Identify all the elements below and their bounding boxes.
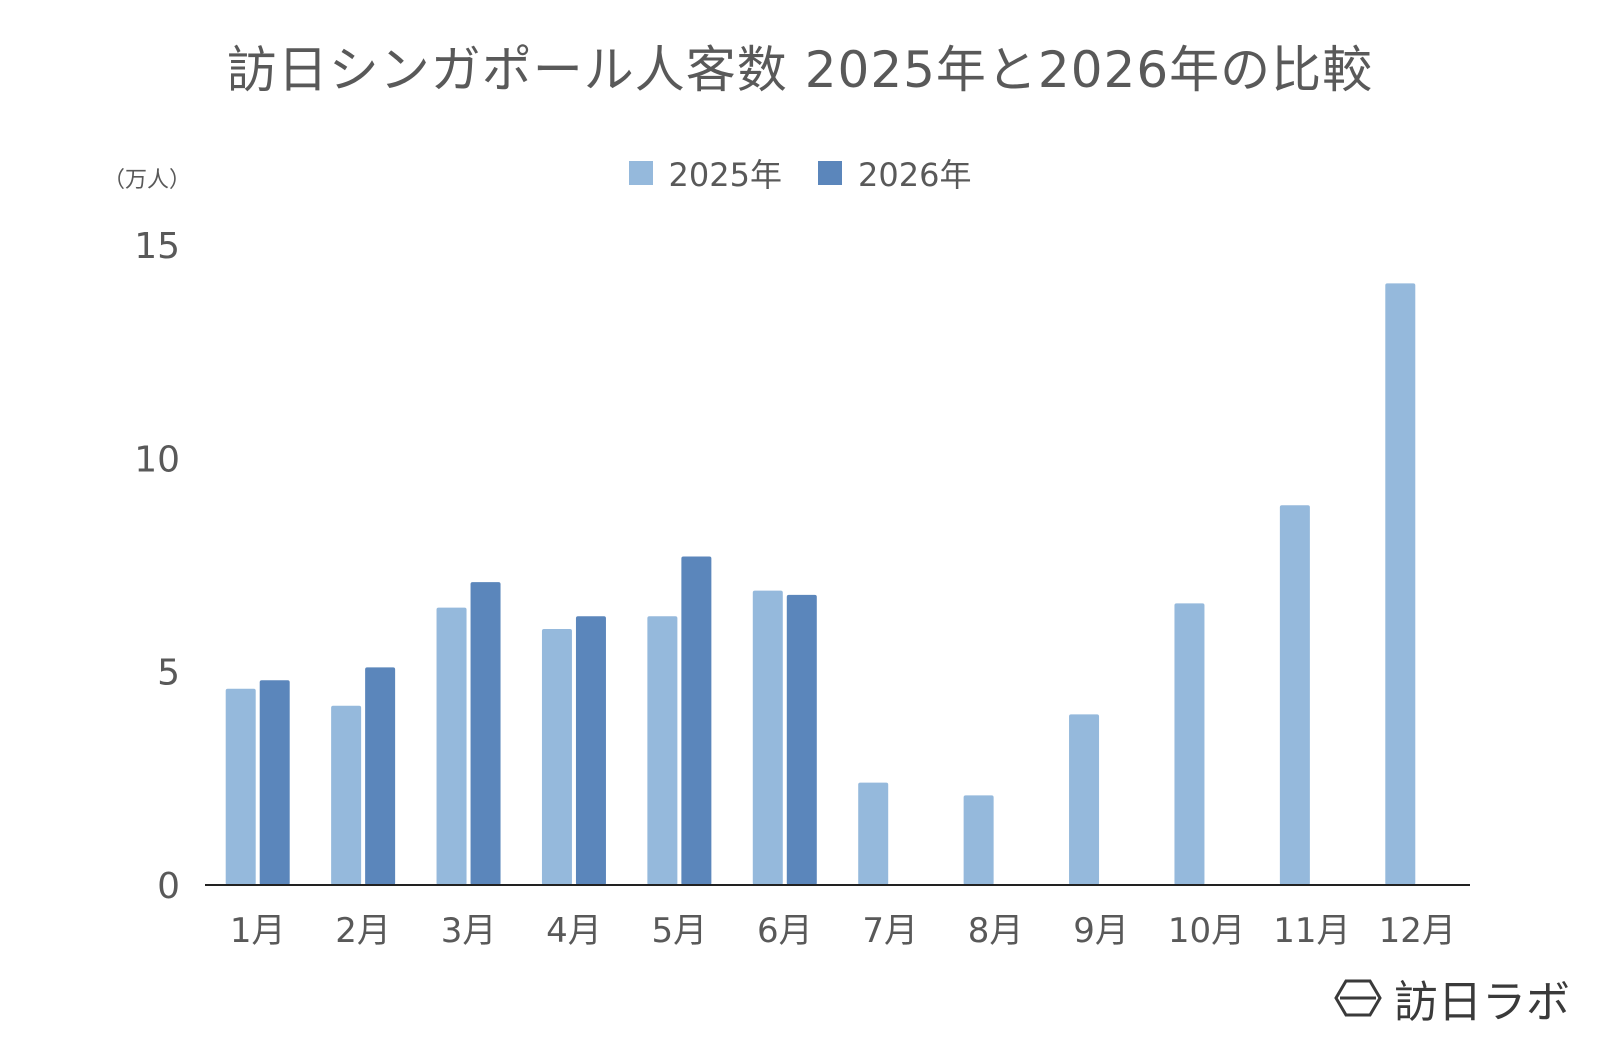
bar-2025年-5月 — [647, 616, 678, 885]
watermark-logo: 訪日ラボ — [1334, 966, 1570, 1030]
bar-2025年-7月 — [858, 782, 889, 885]
x-tick-label: 4月 — [546, 911, 602, 951]
legend-item-2025: 2025年 — [628, 150, 782, 196]
x-tick-label: 6月 — [757, 911, 813, 951]
legend-swatch-2026 — [818, 161, 842, 185]
bar-2025年-8月 — [963, 795, 994, 885]
bar-2026年-6月 — [786, 594, 817, 885]
x-tick-label: 1月 — [230, 911, 286, 951]
bar-2025年-12月 — [1385, 283, 1416, 885]
bar-2026年-5月 — [681, 556, 712, 885]
x-tick-label: 10月 — [1168, 911, 1245, 951]
hexagon-logo-icon — [1334, 979, 1382, 1017]
x-tick-label: 11月 — [1273, 911, 1350, 951]
bar-2026年-3月 — [470, 582, 501, 885]
bar-2025年-4月 — [541, 629, 572, 885]
x-tick-label: 12月 — [1379, 911, 1456, 951]
chart-title: 訪日シンガポール人客数 2025年と2026年の比較 — [226, 41, 1374, 99]
bar-2025年-3月 — [436, 607, 467, 885]
x-tick-label: 8月 — [968, 911, 1024, 951]
legend-label-2026: 2026年 — [858, 156, 972, 194]
bar-2025年-2月 — [331, 705, 362, 885]
y-tick-label: 10 — [134, 439, 180, 480]
legend-label-2025: 2025年 — [668, 156, 782, 194]
watermark-text: 訪日ラボ — [1394, 977, 1570, 1028]
x-tick-label: 3月 — [441, 911, 497, 951]
y-tick-label: 0 — [157, 866, 180, 907]
bar-2025年-10月 — [1174, 603, 1205, 885]
bar-2026年-2月 — [365, 667, 396, 885]
x-tick-label: 2月 — [335, 911, 391, 951]
legend-swatch-2025 — [628, 161, 653, 185]
legend-item-2026: 2026年 — [818, 150, 971, 196]
bar-2025年-9月 — [1069, 714, 1100, 885]
x-tick-label: 9月 — [1073, 911, 1129, 951]
bar-2026年-1月 — [259, 680, 290, 885]
x-tick-label: 7月 — [862, 911, 918, 951]
y-axis-unit-label: （万人） — [103, 168, 192, 193]
legend: 2025年 2026年 — [0, 150, 1600, 196]
x-tick-label: 5月 — [652, 911, 708, 951]
y-tick-label: 5 — [157, 653, 180, 694]
bar-2025年-11月 — [1279, 505, 1310, 885]
bar-2026年-4月 — [575, 616, 606, 885]
bar-2025年-1月 — [225, 688, 256, 885]
y-tick-label: 15 — [134, 226, 180, 267]
bar-2025年-6月 — [752, 590, 783, 885]
